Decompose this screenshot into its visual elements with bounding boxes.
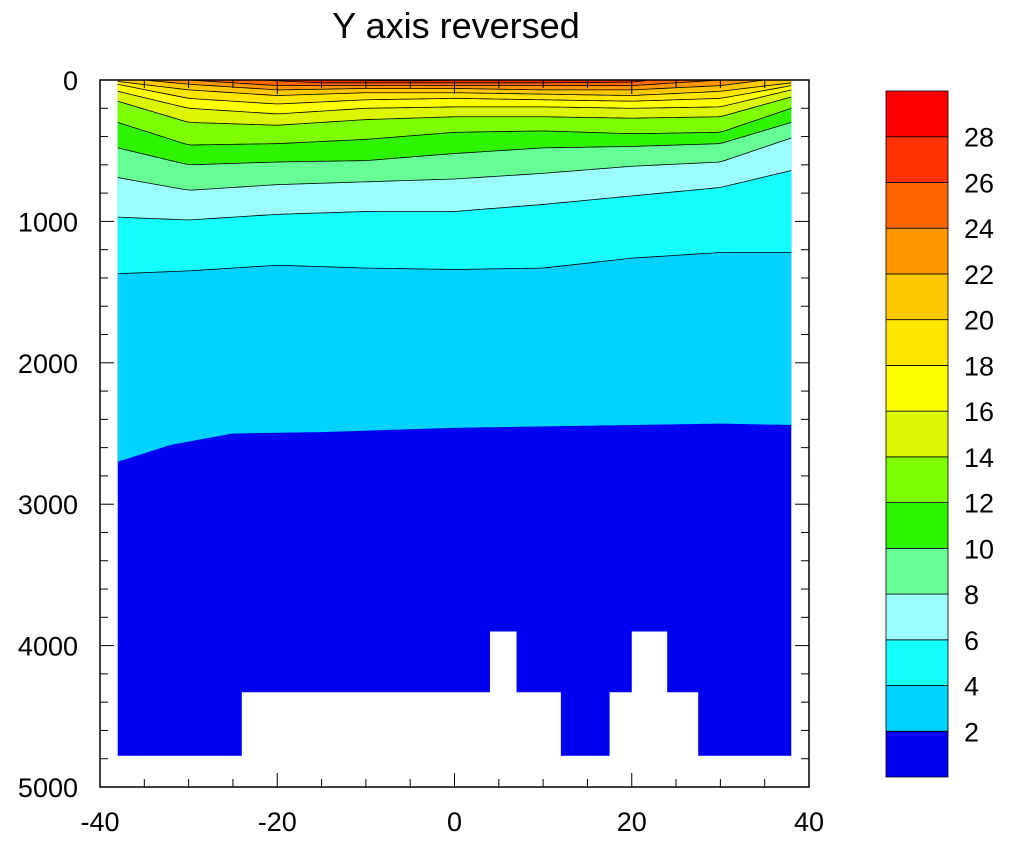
contour-line-10 [117,122,792,166]
colorbar-label-4: 4 [964,672,979,702]
colorbar-label-2: 2 [964,717,979,747]
colorbar-box-6 [885,456,949,504]
x-tick-label-20: 20 [617,807,647,837]
colorbar-box-3 [885,593,949,641]
contour-line-8 [117,137,792,191]
colorbar-label-28: 28 [964,123,994,153]
chart-title: Y axis reversed [332,5,579,46]
colorbar-label-14: 14 [964,443,994,473]
contour-line-14 [117,96,792,126]
contour-line-16 [117,89,792,115]
contour-line-4 [117,252,792,275]
colorbar-label-10: 10 [964,534,994,564]
colorbar-box-7 [885,410,949,458]
contour-line-12 [117,107,792,146]
colorbar-label-20: 20 [964,306,994,336]
colorbar-label-12: 12 [964,489,994,519]
contour-lines [117,79,792,787]
colorbar-box-8 [885,364,949,412]
ocean-bottom-mask [117,631,792,787]
colorbar-box-5 [885,502,949,549]
x-tick-label-0: 0 [447,807,462,837]
colorbar-box-4 [885,547,949,595]
y-tick-label-2000: 2000 [18,349,78,379]
colorbar-box-9 [885,319,949,366]
x-tick-label--20: -20 [258,807,297,837]
colorbar-label-18: 18 [964,351,994,381]
contour-line-18 [117,83,792,105]
colorbar-box-0 [885,730,949,778]
colorbar-label-6: 6 [964,626,979,656]
colorbar-label-8: 8 [964,580,979,610]
colorbar-box-2 [885,639,949,686]
y-tick-label-4000: 4000 [18,632,78,662]
colorbar-box-14 [885,90,949,138]
colorbar-label-16: 16 [964,397,994,427]
x-tick-label-40: 40 [794,807,824,837]
y-tick-label-5000: 5000 [18,773,78,803]
colorbar-label-26: 26 [964,168,994,198]
colorbar-box-10 [885,273,949,321]
colorbar-box-12 [885,182,949,229]
colorbar-box-1 [885,685,949,732]
x-tick-label--40: -40 [80,807,119,837]
colorbar-label-22: 22 [964,260,994,290]
colorbar-box-11 [885,227,949,275]
colorbar-label-24: 24 [964,214,994,244]
contour-fills [117,80,792,756]
colorbar-box-13 [885,136,949,183]
y-tick-label-3000: 3000 [18,490,78,520]
plot-axes: -40 -20 0 20 40 0 1000 2000 3000 4000 5000 [18,66,824,837]
y-tick-label-1000: 1000 [18,207,78,237]
y-tick-label-0: 0 [63,66,78,96]
contour-line-6 [117,170,792,221]
